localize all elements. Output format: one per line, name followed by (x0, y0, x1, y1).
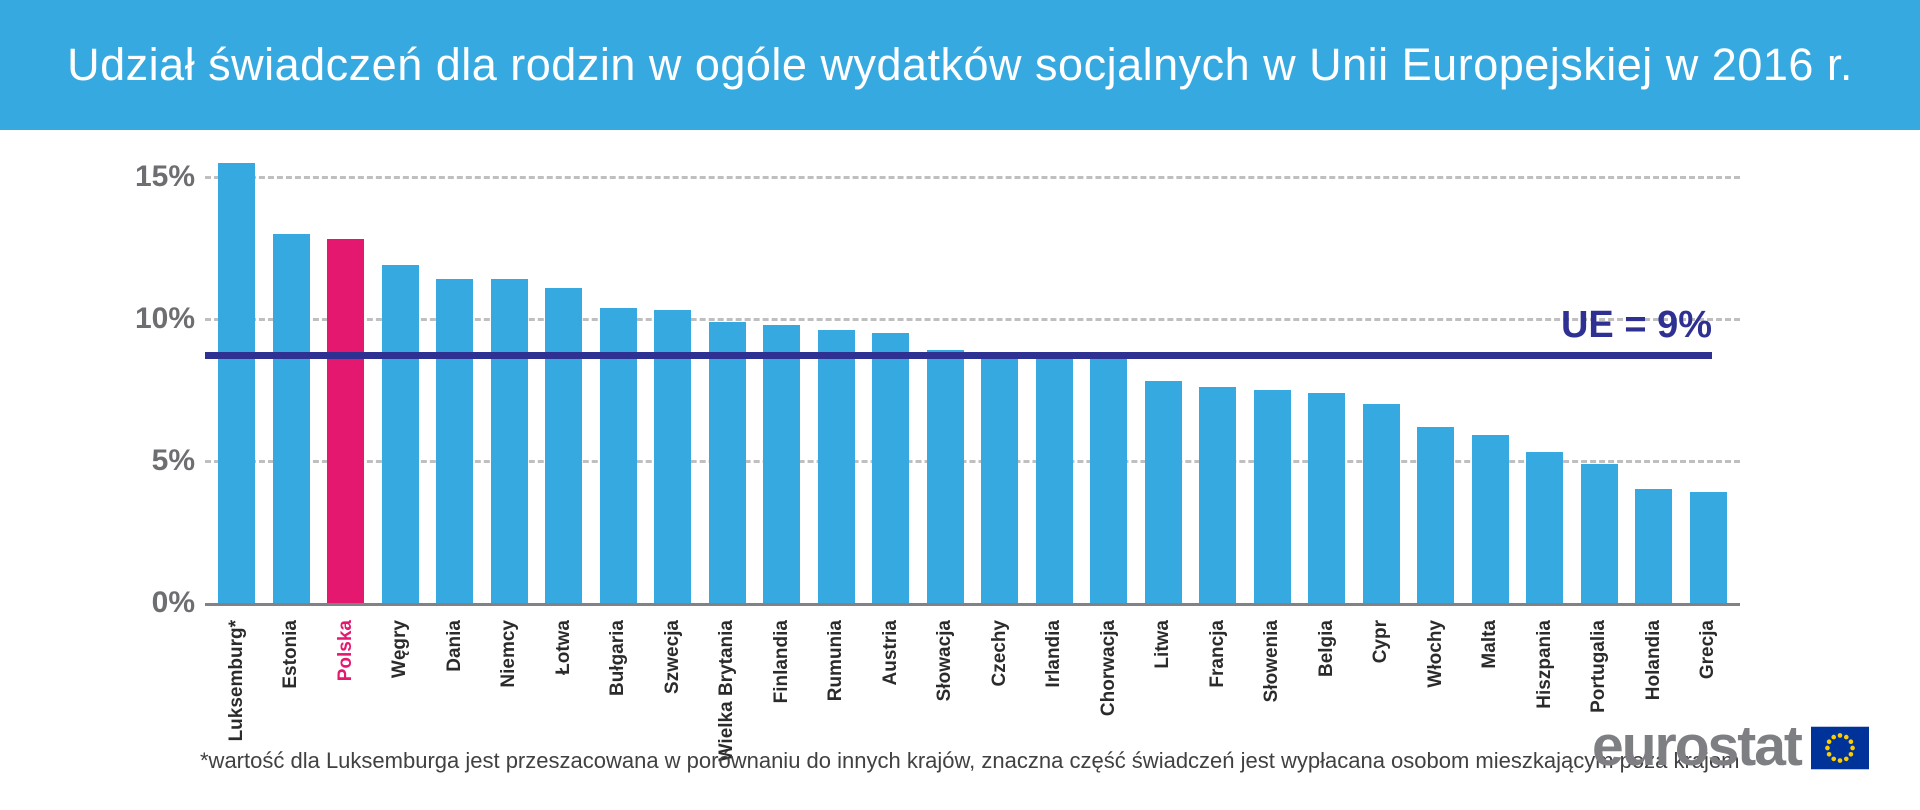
bar-węgry (381, 265, 419, 603)
bar-wielka-brytania (708, 321, 746, 603)
header-bar: Udział świadczeń dla rodzin w ogóle wyda… (0, 0, 1920, 130)
bar-chorwacja (1090, 358, 1127, 603)
bar-litwa (1144, 381, 1182, 603)
bar-holandia (1635, 489, 1672, 603)
bar-słowenia (1253, 390, 1291, 603)
eu-flag-icon (1810, 726, 1869, 770)
chart-title: Udział świadczeń dla rodzin w ogóle wyda… (67, 39, 1853, 90)
bar-estonia (272, 233, 310, 603)
bar-belgia (1308, 392, 1345, 603)
gridline-15pct (205, 175, 1740, 179)
bar-włochy (1417, 426, 1454, 603)
bar-hiszpania (1526, 452, 1563, 603)
bar-niemcy (490, 279, 528, 603)
gridline-10pct (205, 317, 1740, 321)
footnote: *wartość dla Luksemburga jest przeszacow… (200, 748, 1740, 773)
bar-luksemburg (218, 162, 255, 603)
bar-dania (436, 279, 473, 603)
bar-słowacja (926, 350, 964, 603)
bar-irlandia (1035, 358, 1073, 603)
bar-czechy (981, 353, 1018, 603)
bar-grecja (1689, 492, 1727, 603)
bar-austria (872, 333, 909, 603)
bar-cypr (1362, 404, 1400, 603)
x-axis-line (205, 603, 1740, 606)
eurostat-logo-text: eurostat (1592, 714, 1803, 778)
bar-polska (327, 239, 364, 603)
bar-finlandia (763, 324, 800, 603)
y-axis-label-15pct: 15% (134, 160, 195, 193)
bar-francja (1199, 387, 1236, 603)
eurostat-logo: eurostat (1592, 714, 1869, 778)
eu-average-label: UE = 9% (1560, 304, 1712, 346)
y-axis-label-5pct: 5% (151, 444, 195, 477)
eu-average-line (205, 352, 1712, 360)
bar-malta (1471, 435, 1509, 603)
gridline-5pct (205, 459, 1740, 463)
y-axis-label-0pct: 0% (151, 586, 195, 619)
bar-portugalia (1580, 463, 1618, 603)
y-axis-label-10pct: 10% (134, 302, 195, 335)
bar-rumunia (817, 330, 855, 603)
bar-łotwa (545, 287, 582, 603)
